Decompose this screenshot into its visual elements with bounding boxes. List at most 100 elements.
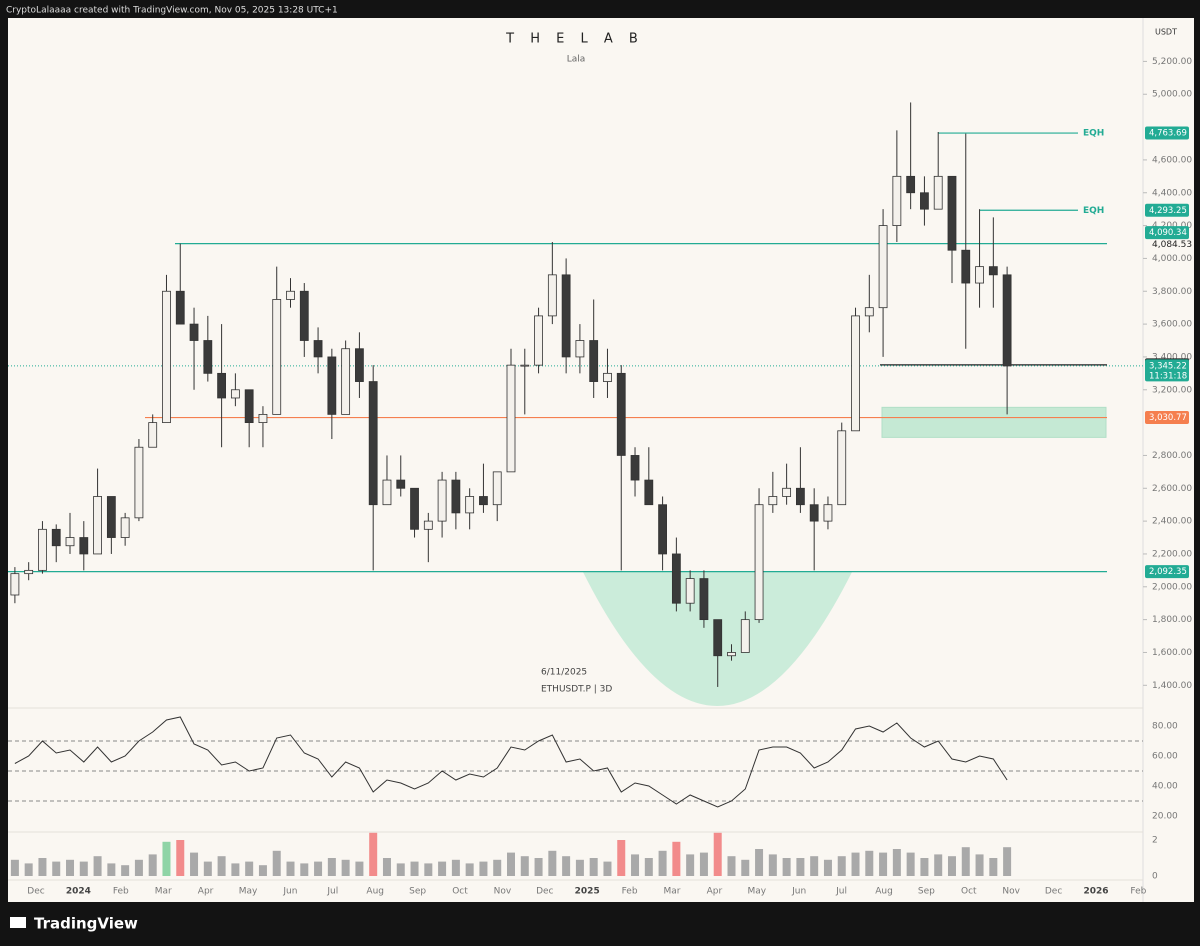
volume-bar [851, 852, 860, 876]
volume-bar [410, 861, 419, 876]
candle-body [134, 446, 144, 519]
volume-bar [217, 856, 226, 876]
candle-body [479, 496, 488, 506]
volume-bar [382, 858, 391, 876]
y-tick-label: 3,200.00 [1152, 385, 1192, 395]
candle-body [423, 520, 433, 530]
candle-body [933, 175, 943, 210]
volume-bar [906, 852, 915, 876]
candle-body [740, 619, 750, 653]
volume-bar [975, 854, 984, 876]
x-tick-label: May [747, 887, 766, 897]
y-tick-label: 1,600.00 [1152, 648, 1192, 658]
volume-bar [134, 859, 143, 876]
y-tick-label: 4,400.00 [1152, 188, 1192, 198]
volume-bar [190, 852, 199, 876]
y-tick-label: 5,200.00 [1152, 57, 1192, 67]
level-label-box [1145, 226, 1189, 240]
volume-bar [961, 847, 970, 876]
candle-body [272, 299, 282, 415]
symbol-label: ETHUSDT.P | 3D [541, 685, 612, 695]
candle-body [506, 364, 516, 473]
candle-body [988, 266, 998, 276]
volume-bar [658, 850, 667, 876]
candle-body [327, 356, 337, 415]
volume-bar [575, 859, 584, 876]
x-tick-label: Oct [452, 887, 468, 897]
candle-body [727, 652, 736, 657]
volume-bar [272, 850, 281, 876]
level-label-box [1145, 126, 1189, 140]
volume-bar [258, 865, 267, 876]
candle-body [864, 307, 874, 317]
volume-bar [369, 832, 378, 876]
countdown: 11:31:18 [1149, 371, 1187, 381]
volume-bar [520, 856, 529, 876]
candle-body [589, 340, 599, 382]
candle-body [10, 573, 20, 596]
candle-body [162, 290, 171, 424]
candle-body [286, 290, 295, 300]
candle-body [410, 487, 419, 530]
x-tick-label: Dec [27, 887, 44, 897]
volume-bar [451, 859, 460, 876]
volume-bar [989, 858, 998, 876]
candle-body [658, 504, 667, 555]
volume-bar [947, 856, 956, 876]
x-tick-label: Oct [961, 887, 977, 897]
volume-bar [617, 840, 626, 876]
candle-body [451, 479, 461, 514]
candle-body [355, 348, 364, 382]
volume-bar [341, 859, 350, 876]
level-label: 4,763.69 [1149, 129, 1187, 139]
volume-bar [686, 854, 695, 876]
plot: EQH EQH [8, 102, 1143, 876]
candle-body [382, 479, 392, 506]
level-label-box [1145, 203, 1189, 217]
candle-body [603, 372, 612, 382]
currency: USDT [1155, 28, 1177, 37]
candle-body [189, 323, 199, 341]
high-label: 4,084.53 [1152, 240, 1192, 250]
candle-body [38, 528, 47, 571]
rsi-tick-label: 80.00 [1152, 722, 1178, 732]
candle-body [795, 487, 805, 506]
volume-bar [782, 858, 791, 876]
volume-bar [823, 859, 832, 876]
candle-body [520, 364, 530, 367]
volume-bar [934, 854, 943, 876]
x-tick-label: Jun [282, 887, 297, 897]
candle-body [175, 290, 185, 325]
volume-bar [314, 861, 323, 876]
volume-bar [837, 856, 846, 876]
date-label: 6/11/2025 [541, 668, 587, 678]
candle-body [547, 274, 557, 317]
candle-body [906, 175, 916, 194]
x-tick-label: Nov [494, 887, 512, 897]
candle-body [782, 487, 792, 497]
x-tick-label: Aug [875, 887, 893, 897]
candle-body [51, 528, 61, 547]
y-tick-label: 4,600.00 [1152, 155, 1192, 165]
candle-body [809, 504, 819, 522]
candle-body [24, 569, 34, 575]
x-tick-label: Dec [536, 887, 553, 897]
y-tick-label: 5,000.00 [1152, 90, 1192, 100]
candle-body [230, 389, 240, 399]
candle-body [465, 496, 475, 514]
x-tick-label: Mar [664, 887, 681, 897]
candle-body [768, 496, 778, 506]
volume-bar [589, 858, 598, 876]
candle-body [713, 619, 723, 657]
level-label: 2,092.35 [1149, 567, 1187, 577]
x-tick-label: 2024 [66, 887, 91, 897]
candle-body [299, 290, 309, 341]
volume-bar [465, 863, 474, 876]
candle-body [534, 315, 543, 366]
y-tick-label: 1,400.00 [1152, 681, 1192, 691]
header: CryptoLalaaaa created with TradingView.c… [6, 6, 338, 16]
title: T H E L A B [505, 32, 644, 47]
candle-body [203, 340, 213, 374]
x-tick-label: Apr [198, 887, 214, 897]
